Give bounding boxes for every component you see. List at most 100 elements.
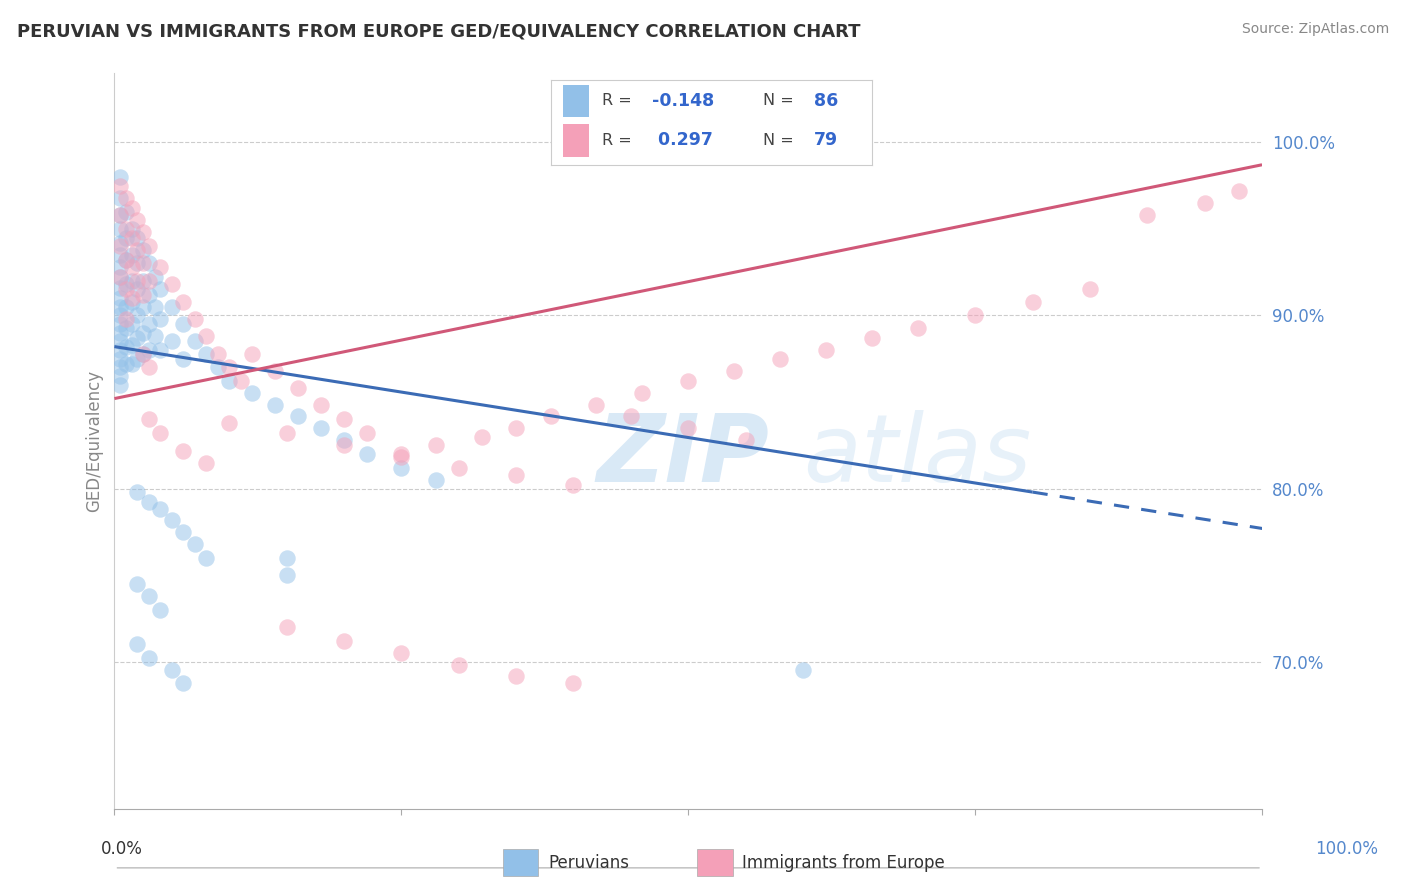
Point (585, 399, 607, 413)
Point (218, 374, 240, 388)
Point (425, 473, 447, 487)
Point (1194, 195, 1216, 210)
Point (160, 277, 183, 292)
Point (108, 377, 131, 392)
Point (172, 443, 194, 458)
Point (138, 287, 160, 301)
Point (108, 309, 131, 323)
Point (138, 239, 160, 253)
Point (860, 331, 883, 345)
Point (505, 421, 527, 435)
Point (149, 260, 172, 274)
Point (1021, 294, 1043, 309)
Point (160, 334, 183, 349)
Point (287, 381, 309, 395)
Point (172, 675, 194, 690)
Point (127, 283, 149, 297)
Point (115, 230, 138, 244)
Point (127, 243, 149, 257)
Point (149, 426, 172, 441)
Point (907, 320, 929, 334)
Point (333, 433, 356, 447)
Point (143, 300, 166, 314)
Point (108, 369, 131, 384)
Point (195, 329, 218, 343)
Point (127, 485, 149, 500)
Point (184, 537, 207, 551)
Point (264, 364, 287, 378)
Point (115, 320, 138, 334)
Point (160, 300, 183, 314)
Text: PERUVIAN VS IMMIGRANTS FROM EUROPE GED/EQUIVALENCY CORRELATION CHART: PERUVIAN VS IMMIGRANTS FROM EUROPE GED/E… (17, 22, 860, 40)
Point (115, 312, 138, 326)
Point (562, 478, 585, 492)
Point (333, 412, 356, 426)
Point (1227, 184, 1250, 198)
Point (115, 252, 138, 267)
Point (143, 270, 166, 285)
Point (218, 416, 240, 430)
Point (121, 248, 143, 262)
Point (240, 386, 263, 401)
Point (309, 399, 332, 413)
Point (792, 664, 814, 678)
Point (734, 433, 756, 447)
Point (121, 294, 143, 309)
Point (138, 412, 160, 426)
Point (115, 357, 138, 371)
Point (132, 274, 155, 288)
Point (115, 300, 138, 314)
Point (333, 438, 356, 452)
Point (425, 438, 447, 452)
Point (108, 248, 131, 262)
Point (115, 252, 138, 267)
Point (132, 326, 155, 340)
Point (172, 294, 194, 309)
Point (108, 222, 131, 236)
Text: atlas: atlas (803, 410, 1031, 501)
Point (127, 256, 149, 270)
Point (723, 364, 745, 378)
Point (333, 634, 356, 648)
Point (121, 338, 143, 352)
Point (108, 260, 131, 274)
Point (108, 208, 131, 222)
Point (127, 577, 149, 591)
Point (207, 346, 229, 360)
Point (138, 651, 160, 665)
Point (108, 191, 131, 205)
Point (143, 329, 166, 343)
Point (108, 235, 131, 250)
Point (447, 460, 470, 475)
Point (160, 513, 183, 527)
Point (149, 603, 172, 617)
Point (505, 467, 527, 482)
Point (108, 300, 131, 314)
Point (471, 430, 494, 444)
Point (195, 456, 218, 470)
Point (620, 409, 643, 423)
Point (121, 222, 143, 236)
Point (138, 589, 160, 603)
Point (132, 346, 155, 360)
Point (115, 191, 138, 205)
Point (121, 260, 143, 274)
Point (138, 317, 160, 331)
Point (676, 421, 699, 435)
Point (264, 399, 287, 413)
Point (121, 357, 143, 371)
Point (132, 346, 155, 360)
Point (389, 447, 412, 461)
Point (127, 230, 149, 244)
Point (389, 646, 412, 660)
Point (108, 281, 131, 295)
Point (138, 274, 160, 288)
Point (108, 239, 131, 253)
Point (172, 317, 194, 331)
Point (1078, 283, 1101, 297)
Point (276, 568, 298, 582)
Point (1136, 208, 1159, 222)
Point (108, 291, 131, 305)
Point (132, 256, 155, 270)
Point (121, 274, 143, 288)
